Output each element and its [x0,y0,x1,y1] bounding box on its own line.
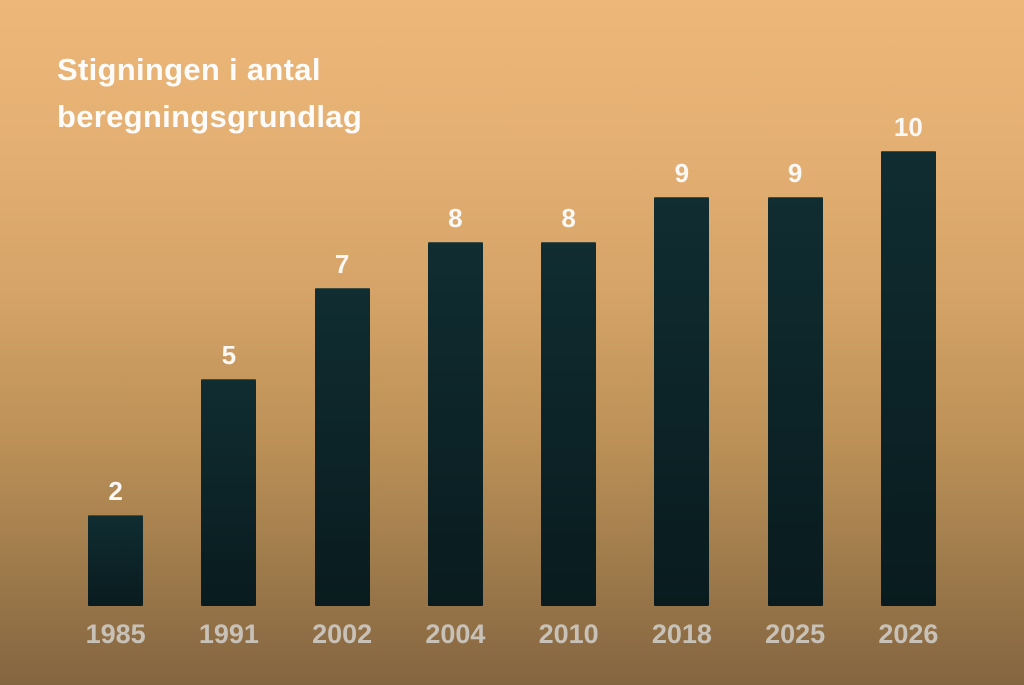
bar-value-label: 9 [787,157,803,188]
chart-title-line-2: beregningsgrundlag [57,99,363,134]
x-axis-label: 2025 [765,619,826,649]
x-axis-label: 2010 [538,619,599,649]
bar-group: 7 2002 [286,249,399,651]
bar [767,196,823,606]
x-axis-label: 2004 [425,619,486,649]
bar [654,196,710,606]
chart-title: Stigningen i antal beregningsgrundlag [57,46,362,140]
bar-group: 9 2018 [625,158,738,651]
bar-group: 9 2025 [739,158,852,651]
bar-value-label: 8 [448,203,463,233]
bar-group: 8 2004 [399,203,512,650]
bar-group: 5 1991 [172,340,285,651]
bar [427,242,483,606]
bar [201,378,257,606]
bar-group: 2 1985 [59,476,172,650]
bar-group: 8 2010 [512,203,625,650]
bar-group: 10 2026 [852,112,965,650]
bar [541,242,597,606]
bar-chart: 2 1985 5 1991 7 2002 8 2004 8 2010 9 2018 9 2025 10 202… [59,112,965,650]
bar-value-label: 9 [674,157,690,188]
bar [314,287,370,606]
bar-value-label: 7 [334,248,350,279]
bar [88,515,144,606]
x-axis-label: 2018 [651,619,712,649]
bar-value-label: 8 [561,203,576,233]
bar-value-label: 5 [221,339,237,370]
bar [880,151,936,606]
x-axis-label: 1991 [198,619,259,649]
x-axis-label: 2002 [312,619,373,649]
bar-value-label: 2 [108,476,123,506]
x-axis-label: 2026 [878,619,939,649]
chart-title-line-1: Stigningen i antal [57,52,321,87]
bar-value-label: 10 [893,112,923,142]
x-axis-label: 1985 [85,619,146,649]
